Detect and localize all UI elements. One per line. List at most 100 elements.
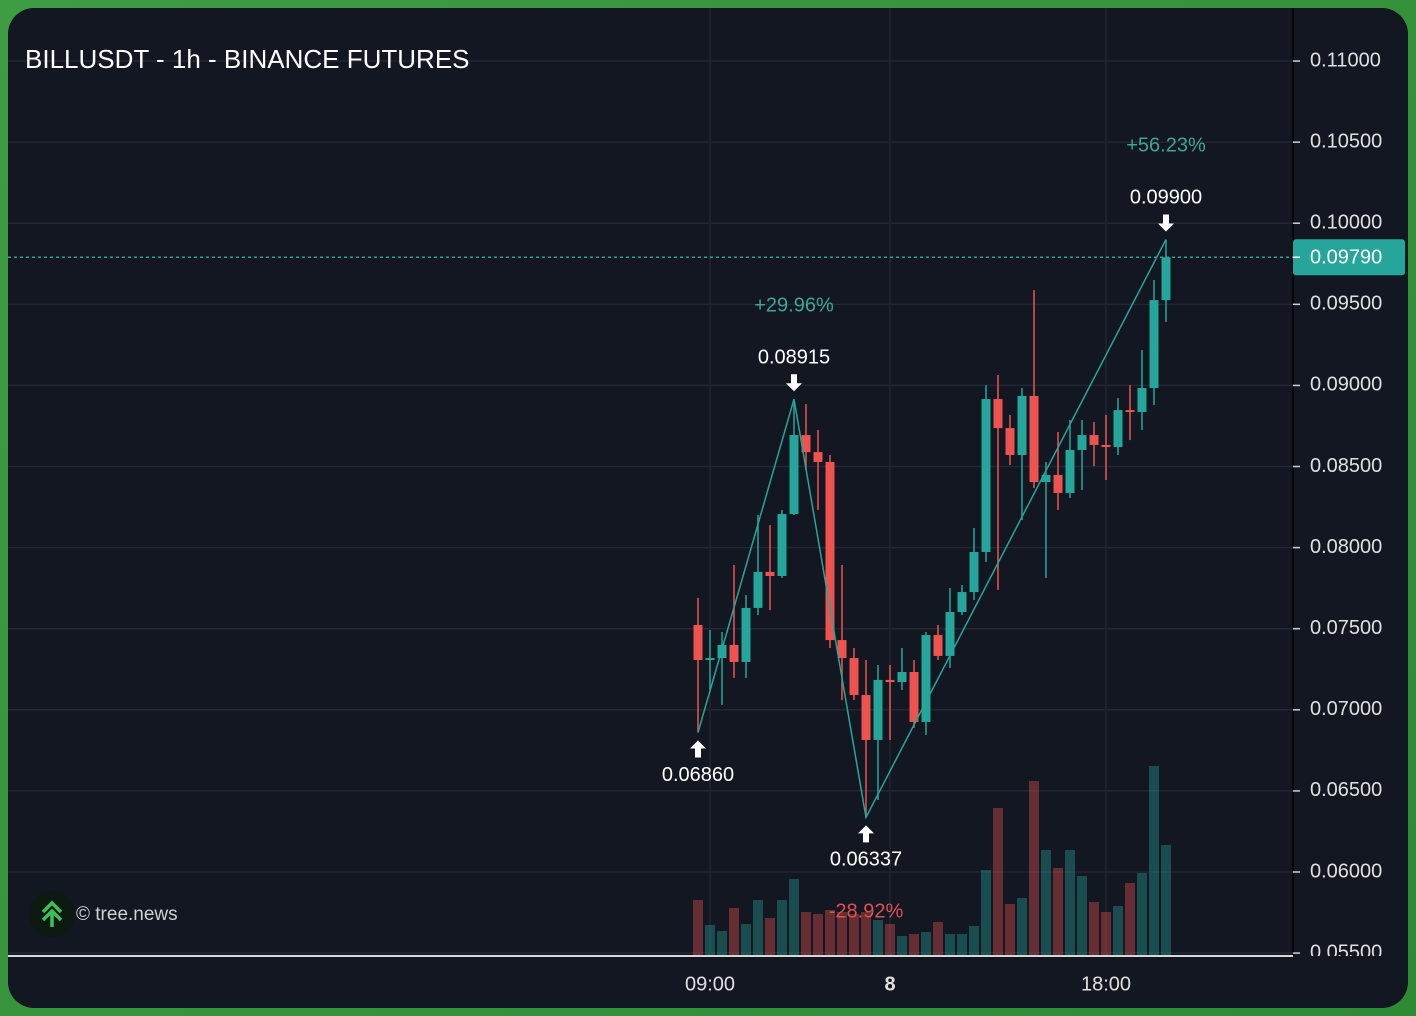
candle-body [885, 679, 895, 683]
candle-body [1101, 444, 1111, 448]
y-tick-label: 0.11000 [1310, 49, 1381, 71]
volume-bar [789, 879, 799, 956]
volume-bar [717, 931, 727, 956]
last-price-label: 0.09790 [1310, 247, 1382, 269]
candle-body [1113, 410, 1123, 448]
y-tick-label: 0.10500 [1310, 130, 1382, 152]
volume-bar [1041, 850, 1051, 956]
x-tick-label: 18:00 [1081, 973, 1131, 995]
candle-body [813, 452, 823, 462]
volume-bar [729, 908, 739, 956]
candle-body [801, 435, 811, 453]
change-label: +29.96% [754, 294, 834, 316]
candle-body [873, 679, 883, 740]
candle-body [777, 514, 787, 576]
volume-bar [801, 912, 811, 956]
last-price-box [1293, 239, 1405, 276]
volume-bar [1125, 883, 1135, 956]
volume-bar [969, 926, 979, 956]
candle-body [921, 635, 931, 722]
y-tick-label: 0.08000 [1310, 536, 1382, 558]
axis-layer: 0.05500 0.06000 0.06500 0.07000 0.07500 0.080… [1293, 49, 1382, 963]
candle-body [1125, 410, 1135, 413]
pivot-arrow [858, 825, 874, 843]
change-label: +56.23% [1126, 135, 1206, 157]
candle-body [1005, 428, 1015, 455]
volume-bar [849, 914, 859, 956]
volume-bar [1137, 873, 1147, 956]
grid [8, 8, 1293, 956]
y-tick-label: 0.06000 [1310, 860, 1382, 882]
volume-bar [741, 924, 751, 956]
candle-body [969, 551, 979, 593]
volume-bar [933, 922, 943, 956]
volume-bar [993, 808, 1003, 956]
volume-bar [813, 914, 823, 956]
candle-body [729, 644, 739, 662]
volume-bar [777, 900, 787, 956]
candle-body [1017, 395, 1027, 455]
pivot-label: 0.06860 [662, 764, 734, 786]
volume-bar [1149, 766, 1159, 956]
candle-body [693, 624, 703, 661]
candle-body [1161, 257, 1171, 301]
pivot-arrow [786, 374, 802, 392]
volume-bar [921, 932, 931, 956]
candle-body [753, 571, 763, 608]
volume-bar [765, 918, 775, 956]
volume-bar [1065, 850, 1075, 956]
y-tick-label: 0.05500 [1310, 941, 1382, 963]
chart-title: BILLUSDT - 1h - BINANCE FUTURES [25, 44, 470, 74]
y-tick-label: 0.06500 [1310, 779, 1382, 801]
volume-bar [837, 912, 847, 956]
volume-bar [693, 900, 703, 956]
candle-body [861, 695, 871, 740]
candle-body [741, 607, 751, 662]
y-tick-label: 0.10000 [1310, 212, 1382, 234]
watermark: © tree.news [76, 904, 178, 925]
candle-body [765, 571, 775, 576]
pivot-label: 0.08915 [758, 346, 830, 368]
annotation-layer: 0.06860 0.08915 0.06337 0.09900 +29.96% -28.9… [8, 135, 1293, 923]
volume-bar [1161, 845, 1171, 956]
candle-body [897, 672, 907, 683]
candle-body [1065, 449, 1075, 493]
volume-bar [1113, 906, 1123, 956]
pivot-label: 0.09900 [1130, 187, 1202, 209]
candle-body [1149, 300, 1159, 389]
volume-bar [1005, 904, 1015, 956]
volume-bar [1089, 902, 1099, 956]
candle-body [933, 635, 943, 656]
volume-bar [1053, 868, 1063, 956]
candle-body [945, 611, 955, 656]
volume-bar [885, 924, 895, 956]
volume-bar [1101, 912, 1111, 956]
y-tick-label: 0.08500 [1310, 455, 1382, 477]
candle-body [1041, 474, 1051, 483]
volume-bar [1029, 781, 1039, 956]
pivot-arrow [690, 740, 706, 758]
x-tick-label: 09:00 [685, 973, 735, 995]
candle-body [789, 435, 799, 515]
candle-body [981, 399, 991, 552]
volume-bar [873, 920, 883, 956]
candle-body [849, 658, 859, 696]
candle-layer [693, 239, 1171, 818]
candle-body [837, 640, 847, 659]
candle-body [1089, 435, 1099, 445]
volume-bar [909, 934, 919, 956]
y-tick-label: 0.07000 [1310, 698, 1382, 720]
candle-body [1077, 435, 1087, 450]
volume-bar [825, 910, 835, 956]
x-tick-label: 8 [884, 973, 895, 995]
candle-body [1137, 388, 1147, 413]
change-label: -28.92% [829, 901, 904, 923]
candle-body [825, 461, 835, 641]
candle-body [1053, 474, 1063, 493]
y-tick-label: 0.09000 [1310, 374, 1382, 396]
candle-body [705, 658, 715, 661]
volume-bar [1077, 876, 1087, 956]
y-tick-label: 0.07500 [1310, 617, 1382, 639]
